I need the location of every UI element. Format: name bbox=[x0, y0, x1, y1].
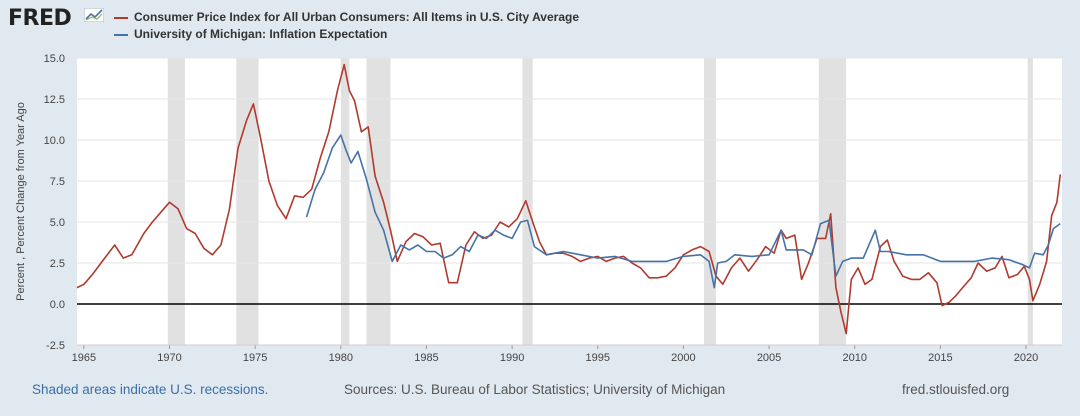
fred-logo: FRED bbox=[8, 6, 72, 31]
recession-band-3 bbox=[366, 58, 391, 345]
site-url: fred.stlouisfed.org bbox=[902, 382, 1010, 397]
y-tick-label-2: 2.5 bbox=[50, 258, 65, 270]
recession-band-0 bbox=[167, 58, 185, 345]
legend-swatch-umich bbox=[114, 33, 128, 36]
fred-chart-icon bbox=[84, 8, 104, 22]
x-tick-label-0: 1965 bbox=[72, 352, 96, 364]
legend-label-umich: University of Michigan: Inflation Expect… bbox=[134, 27, 388, 41]
legend-label-cpi: Consumer Price Index for All Urban Consu… bbox=[134, 10, 579, 24]
recessions-note: Shaded areas indicate U.S. recessions. bbox=[32, 382, 269, 397]
x-tick-label-5: 1990 bbox=[500, 352, 524, 364]
y-tick-label-0: -2.5 bbox=[46, 340, 65, 352]
y-tick-label-3: 5.0 bbox=[50, 217, 65, 229]
series-line-0 bbox=[76, 63, 1062, 335]
x-tick-label-2: 1975 bbox=[243, 352, 267, 364]
legend-item-umich: University of Michigan: Inflation Expect… bbox=[114, 27, 387, 41]
x-tick-label-9: 2010 bbox=[842, 352, 866, 364]
plot-area bbox=[77, 58, 1062, 345]
series-line-1 bbox=[305, 134, 1061, 289]
legend-swatch-cpi bbox=[114, 16, 128, 19]
x-tick-label-8: 2005 bbox=[757, 352, 781, 364]
y-axis-label: Percent , Percent Change from Year Ago bbox=[15, 102, 27, 301]
x-tick-label-11: 2020 bbox=[1014, 352, 1038, 364]
recession-band-5 bbox=[703, 58, 716, 345]
sources-note: Sources: U.S. Bureau of Labor Statistics… bbox=[344, 382, 726, 397]
x-tick-label-4: 1985 bbox=[414, 352, 438, 364]
recession-band-7 bbox=[1027, 58, 1033, 345]
y-tick-label-6: 12.5 bbox=[44, 94, 65, 106]
recession-band-1 bbox=[236, 58, 259, 345]
x-tick-label-10: 2015 bbox=[928, 352, 952, 364]
x-tick-label-6: 1995 bbox=[586, 352, 610, 364]
recession-band-4 bbox=[522, 58, 533, 345]
x-tick-label-3: 1980 bbox=[329, 352, 353, 364]
x-tick-label-7: 2000 bbox=[671, 352, 695, 364]
y-tick-label-1: 0.0 bbox=[50, 299, 65, 311]
x-tick-label-1: 1970 bbox=[157, 352, 181, 364]
y-tick-label-5: 10.0 bbox=[44, 135, 65, 147]
recession-band-6 bbox=[818, 58, 847, 345]
y-tick-label-4: 7.5 bbox=[50, 176, 65, 188]
recession-band-2 bbox=[340, 58, 350, 345]
y-tick-label-7: 15.0 bbox=[44, 53, 65, 65]
legend-item-cpi: Consumer Price Index for All Urban Consu… bbox=[114, 10, 579, 24]
